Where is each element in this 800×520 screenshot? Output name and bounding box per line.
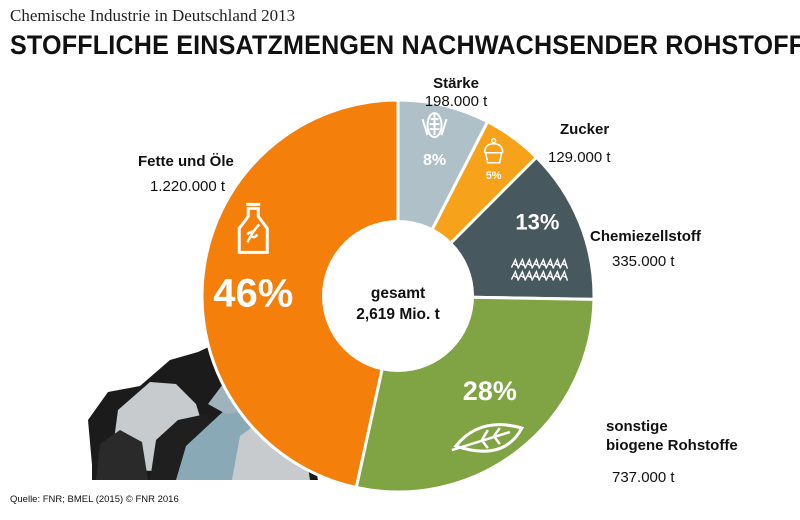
leaf-icon xyxy=(451,423,525,453)
slice-name-label: sonstige biogene Rohstoffe xyxy=(606,418,738,454)
chart-subtitle: Chemische Industrie in Deutschland 2013 xyxy=(10,6,296,25)
slice-percent-label: 5% xyxy=(486,170,502,182)
slice-value-label: 198.000 t xyxy=(425,93,488,110)
center-label-total: 2,619 Mio. t xyxy=(356,306,440,323)
donut-hole xyxy=(322,220,474,372)
chart-title: STOFFLICHE EINSATZMENGEN NACHWACHSENDER … xyxy=(10,30,800,60)
slice-percent-label: 13% xyxy=(515,210,559,235)
slice-name-label: Chemiezellstoff xyxy=(590,228,702,245)
cupcake-icon xyxy=(483,138,504,164)
slice-name-label: Zucker xyxy=(560,121,609,138)
source-note: Quelle: FNR; BMEL (2015) © FNR 2016 xyxy=(10,494,179,505)
slice-value-label: 737.000 t xyxy=(612,469,675,486)
slice-name-label: Stärke xyxy=(433,75,479,92)
slice-percent-label: 8% xyxy=(423,152,446,169)
slice-name-label: Fette und Öle xyxy=(138,153,234,170)
corn-icon xyxy=(421,112,448,139)
wood-chips-icon xyxy=(510,257,569,281)
slice-value-label: 129.000 t xyxy=(548,149,611,166)
slice-value-label: 1.220.000 t xyxy=(150,178,226,195)
slice-value-label: 335.000 t xyxy=(612,253,675,270)
oil-bottle-icon xyxy=(237,202,269,254)
slice-percent-label: 46% xyxy=(213,271,293,315)
slice-percent-label: 28% xyxy=(463,376,517,406)
slice-4 xyxy=(200,98,400,490)
center-label-title: gesamt xyxy=(371,285,425,302)
